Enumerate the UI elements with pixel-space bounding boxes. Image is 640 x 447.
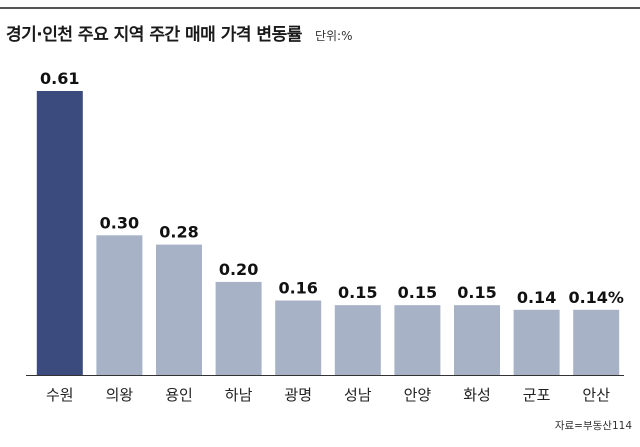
bar-하남	[215, 281, 262, 375]
tick-label-군포: 군포	[523, 386, 551, 404]
data-label-수원: 0.61	[40, 69, 79, 88]
data-label-화성: 0.15	[457, 283, 496, 302]
bar-안산	[573, 309, 620, 375]
data-label-성남: 0.15	[338, 283, 377, 302]
tick-label-화성: 화성	[463, 386, 491, 404]
top-rule	[0, 7, 640, 9]
chart-title: 경기·인천 주요 지역 주간 매매 가격 변동률	[6, 25, 302, 45]
data-label-안산: 0.14%	[568, 288, 624, 307]
data-label-하남: 0.20	[219, 260, 258, 279]
tick-label-용인: 용인	[165, 386, 193, 404]
bar-안양	[394, 305, 441, 375]
tick-label-의왕: 의왕	[106, 386, 134, 404]
title-block: 경기·인천 주요 지역 주간 매매 가격 변동률 단위:%	[6, 20, 352, 45]
tick-label-하남: 하남	[225, 386, 253, 404]
data-label-군포: 0.14	[517, 288, 556, 307]
bar-군포	[513, 309, 560, 375]
tick-label-안양: 안양	[404, 386, 432, 404]
data-label-광명: 0.16	[278, 279, 317, 298]
data-label-의왕: 0.30	[100, 213, 139, 232]
data-label-용인: 0.28	[159, 223, 198, 242]
bar-용인	[156, 244, 202, 375]
source-note: 자료=부동산114	[554, 420, 632, 432]
bar-의왕	[96, 235, 143, 375]
data-label-안양: 0.15	[398, 283, 437, 302]
bar-수원	[36, 91, 83, 375]
bar-화성	[454, 305, 500, 375]
tick-label-수원: 수원	[46, 386, 74, 404]
tick-label-광명: 광명	[284, 386, 312, 404]
bar-광명	[275, 300, 322, 375]
unit-label: 단위:%	[314, 29, 353, 43]
tick-label-안산: 안산	[582, 386, 610, 404]
tick-label-성남: 성남	[344, 386, 372, 404]
bar-성남	[334, 305, 381, 375]
